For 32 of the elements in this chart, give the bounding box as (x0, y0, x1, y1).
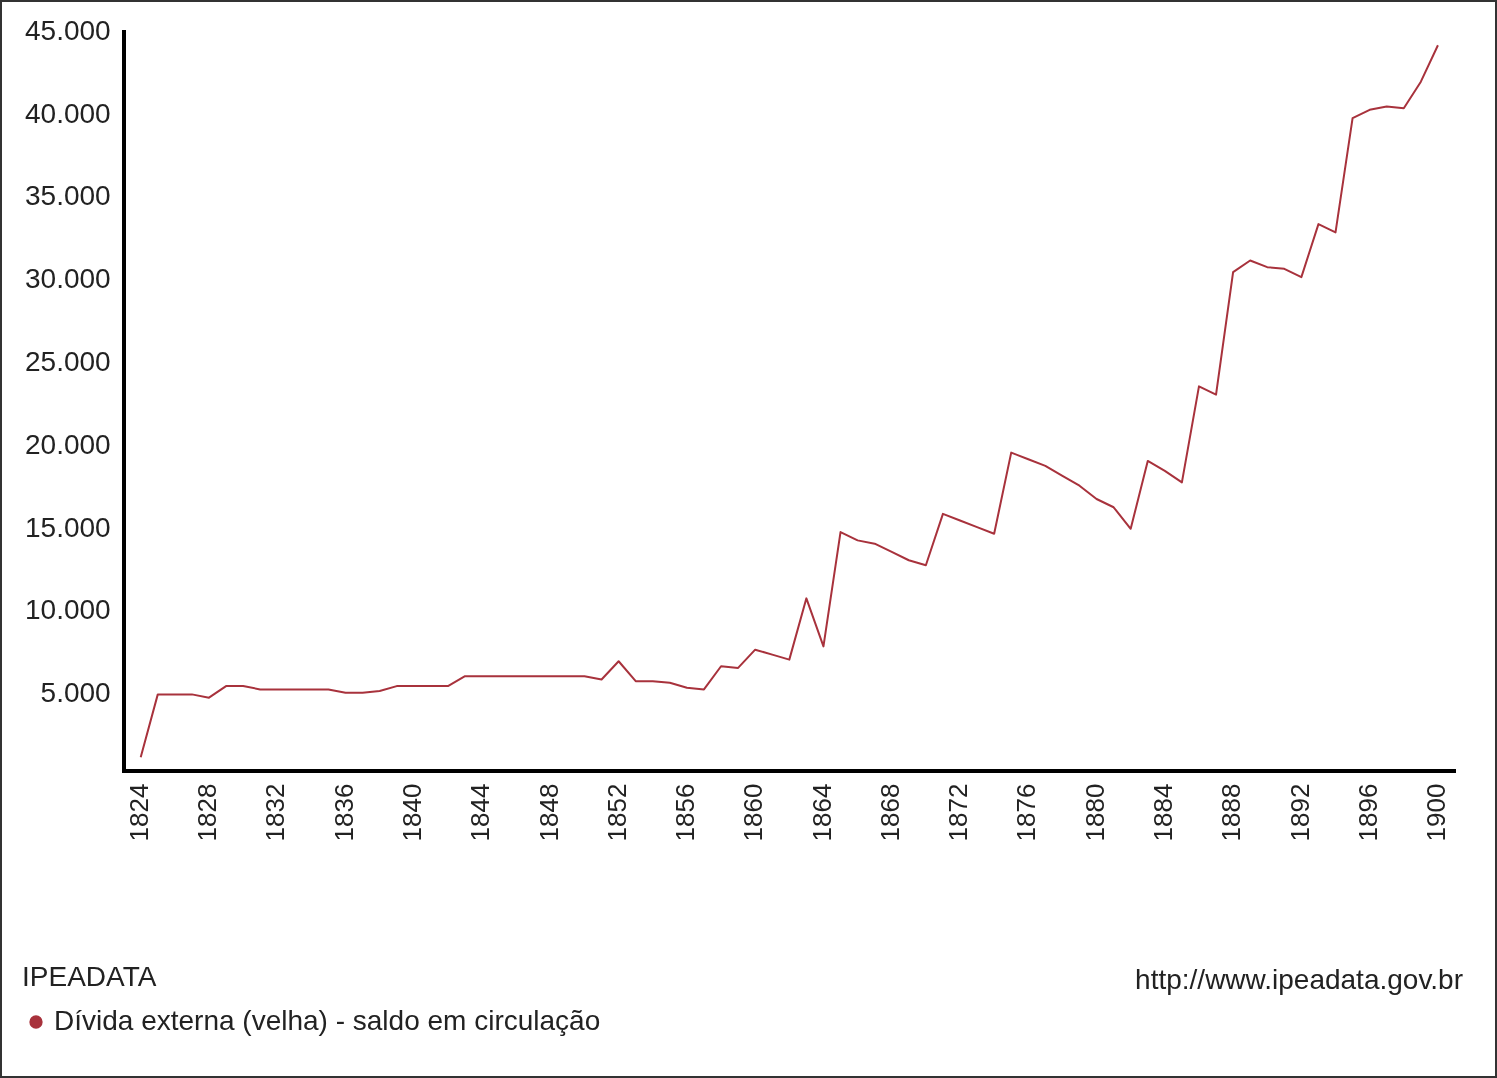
x-tick-label: 1844 (465, 783, 496, 842)
y-tick-label: 20.000 (25, 428, 111, 460)
y-tick-label: 10.000 (25, 594, 111, 626)
x-tick-label: 1888 (1216, 783, 1247, 842)
legend-title: IPEADATA (22, 961, 157, 993)
x-tick-label: 1900 (1421, 783, 1452, 842)
y-tick-label: 30.000 (25, 263, 111, 295)
x-tick-label: 1880 (1079, 783, 1110, 842)
x-tick-label: 1852 (601, 783, 632, 842)
y-tick-label: 45.000 (25, 14, 111, 46)
x-tick-label: 1872 (943, 783, 974, 842)
x-tick-label: 1856 (670, 783, 701, 842)
x-tick-label: 1836 (328, 783, 359, 842)
x-tick-label: 1876 (1011, 783, 1042, 842)
x-tick-label: 1832 (260, 783, 291, 842)
y-tick-label: 40.000 (25, 97, 111, 129)
legend-label: Dívida externa (velha) - saldo em circulação (54, 1004, 601, 1036)
y-tick-label: 5.000 (40, 677, 111, 709)
x-tick-label: 1848 (533, 783, 564, 842)
x-tick-label: 1824 (123, 783, 154, 842)
x-tick-label: 1892 (1284, 783, 1315, 842)
x-tick-label: 1840 (396, 783, 427, 842)
y-tick-label: 35.000 (25, 180, 111, 212)
text: http://www.ipeadata.gov.br (1135, 964, 1463, 996)
x-tick-label: 1896 (1352, 783, 1383, 842)
x-tick-label: 1884 (1148, 783, 1178, 842)
x-tick-label: 1828 (192, 783, 223, 842)
x-tick-label: 1860 (738, 783, 769, 842)
y-tick-label: 15.000 (25, 511, 111, 543)
y-tick-label: 25.000 (25, 345, 111, 377)
x-tick-label: 1864 (806, 783, 837, 842)
x-tick-label: 1868 (874, 783, 905, 842)
